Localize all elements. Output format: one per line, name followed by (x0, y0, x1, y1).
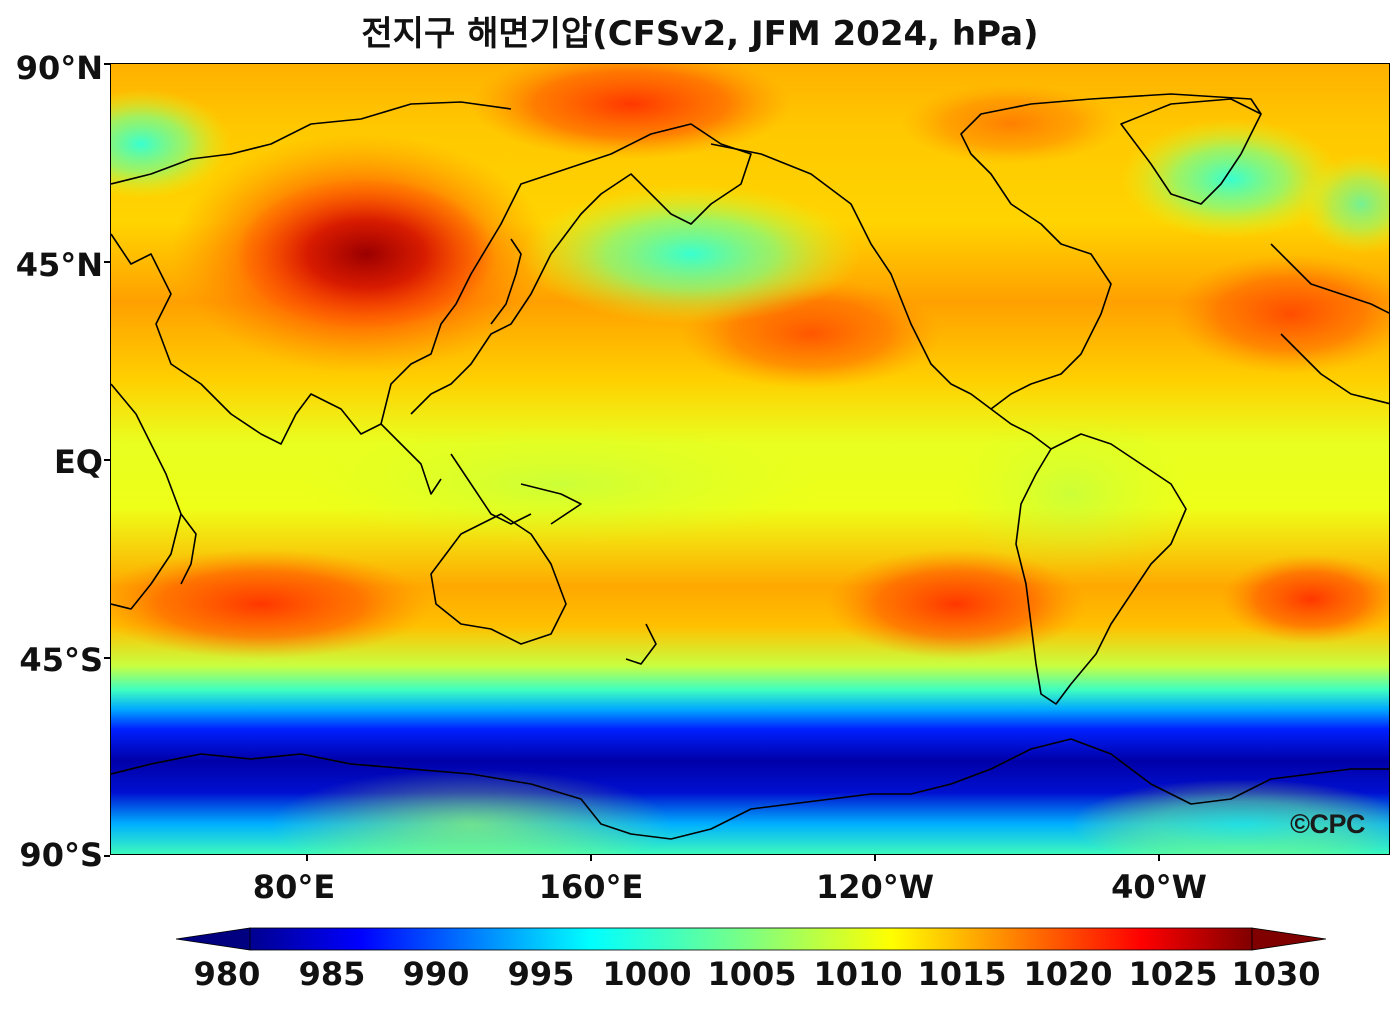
lat-tick (104, 63, 110, 65)
colorbar-gradient (249, 927, 1253, 951)
colorbar-label: 1005 (707, 955, 797, 993)
lon-tick (590, 855, 592, 861)
coastlines (111, 93, 1389, 840)
lon-label-120w: 120°W (815, 868, 935, 906)
lon-tick (306, 855, 308, 861)
colorbar-label: 1020 (1023, 955, 1113, 993)
lat-label-eq: EQ (53, 443, 103, 481)
colorbar-label: 1000 (602, 955, 692, 993)
pressure-field (111, 64, 1389, 854)
colorbar (176, 927, 1326, 951)
lat-label-45n: 45°N (15, 246, 103, 284)
colorbar-label: 985 (298, 955, 366, 993)
colorbar-label: 990 (402, 955, 470, 993)
lat-label-90s: 90°S (19, 836, 103, 874)
lon-tick (1158, 855, 1160, 861)
cpc-logo: ©CPC (1290, 809, 1365, 839)
lat-tick (104, 657, 110, 659)
colorbar-label: 1030 (1231, 955, 1321, 993)
colorbar-label: 995 (507, 955, 575, 993)
map-title: 전지구 해면기압(CFSv2, JFM 2024, hPa) (361, 14, 1039, 54)
lat-label-90n: 90°N (15, 49, 103, 87)
colorbar-label: 1015 (917, 955, 1007, 993)
pressure-map: ©CPC (110, 63, 1390, 855)
lat-tick (104, 855, 110, 857)
lat-tick (104, 261, 110, 263)
lat-tick (104, 459, 110, 461)
lon-label-40w: 40°W (1111, 868, 1207, 906)
lon-tick (874, 855, 876, 861)
lon-label-160e: 160°E (538, 868, 644, 906)
lat-label-45s: 45°S (19, 641, 103, 679)
lon-label-80e: 80°E (252, 868, 336, 906)
colorbar-label: 1025 (1128, 955, 1218, 993)
colorbar-label: 1010 (813, 955, 903, 993)
colorbar-label: 980 (193, 955, 261, 993)
colorbar-max-extend (1251, 927, 1326, 951)
colorbar-min-extend (176, 927, 251, 951)
